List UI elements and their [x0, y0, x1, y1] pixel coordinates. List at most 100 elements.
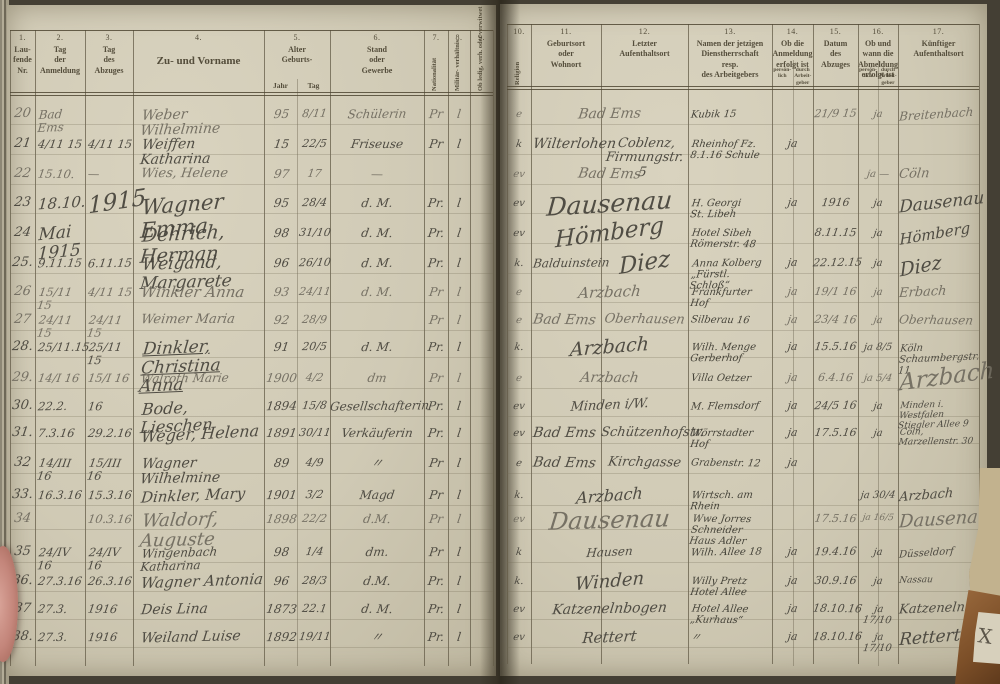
cell-anmart: ja — [786, 370, 799, 385]
cell-abz: 24/11 15 — [85, 312, 124, 340]
cell-datum: 19.4.16 — [813, 544, 858, 559]
cell-anm: 27.3. — [36, 601, 69, 616]
grid-line — [507, 89, 979, 90]
cell-jahr: 1894 — [265, 398, 298, 413]
cell-dienst: M. Flemsdorf — [690, 400, 760, 413]
cell-nr: 28. — [11, 338, 34, 355]
header-sub-label: durch Arbeit- geber — [879, 67, 897, 86]
grid-line — [507, 416, 979, 417]
header-number: 12. — [638, 27, 651, 36]
grid-line — [85, 30, 86, 666]
cell-rel: k. — [513, 575, 525, 587]
cell-fam: l — [456, 106, 462, 121]
cell-abz: 16 — [87, 398, 104, 414]
cell-name: Winkler Anna — [139, 283, 246, 301]
cell-fam: l — [456, 195, 462, 210]
header-label: Lau- fende Nr. — [13, 45, 32, 75]
cell-fam: l — [456, 629, 462, 644]
cell-abm: ja — — [866, 168, 890, 180]
cell-fam: l — [456, 487, 462, 502]
cell-datum: 18.10.16 — [812, 601, 864, 616]
cell-rel: ev — [512, 168, 526, 180]
cell-nr: 35 — [13, 543, 32, 560]
header-label: Künftiger Aufenthaltsort — [913, 39, 964, 59]
cell-anmart: ja — [786, 601, 799, 616]
cell-nr: 24 — [13, 224, 32, 241]
cell-tag: 28/9 — [301, 312, 328, 327]
cell-anm: Bad Ems — [36, 106, 65, 135]
grid-line — [10, 124, 493, 125]
header-vertical-label: Militär- verhältnis — [454, 39, 461, 91]
cell-datum: 6.4.16 — [817, 370, 855, 385]
grid-line — [878, 60, 879, 666]
cell-fam: l — [456, 511, 463, 526]
cell-nat: Pr — [428, 487, 444, 502]
cell-anmart: ja — [786, 285, 799, 298]
cell-nat: Pr. — [426, 573, 446, 588]
cell-abz: 4/11 15 — [87, 284, 134, 299]
cell-rel: ev — [512, 631, 526, 643]
cell-dienst: Wilh. Allee 18 — [690, 546, 763, 559]
cell-tag: 28/3 — [301, 574, 328, 587]
cell-tag: 20/5 — [301, 339, 328, 354]
cell-nr: 22 — [13, 165, 33, 182]
cell-fam: l — [456, 573, 462, 588]
header-number: 2. — [56, 33, 64, 42]
cell-dienst: Wilh. Menge Gerberhof — [689, 341, 757, 364]
cell-stand: d. M. — [360, 255, 394, 270]
header-number: 4. — [195, 33, 202, 42]
cell-anm: 24/11 15 — [35, 312, 74, 340]
header-col-7: 7. — [424, 33, 448, 42]
grid-line — [507, 330, 979, 331]
cell-dienst: Anna Kolberg „Fürstl. Schloß“ — [688, 257, 763, 292]
cell-abz: 24/IV 16 — [86, 544, 122, 572]
cell-nat: Pr — [428, 312, 445, 327]
page-stack-edge — [0, 0, 9, 684]
cell-datum: 18.10.16 — [812, 629, 863, 644]
cell-abz: 29.2.16 — [87, 425, 133, 440]
cell-geb: Arzbach — [579, 369, 640, 386]
register-page-right — [500, 4, 987, 676]
cell-stand: Friseuse — [350, 136, 405, 151]
grid-line — [792, 60, 794, 666]
header-label: Alter Geburts- — [281, 45, 313, 65]
grid-line — [507, 529, 979, 530]
grid-line — [10, 92, 493, 93]
grid-line — [10, 330, 493, 331]
header-col-10: 10. — [507, 27, 531, 36]
cell-rel: e — [515, 372, 523, 384]
cell-dienst: Wwe Jorres Schneider Haus Adler — [688, 513, 753, 547]
cell-geb: Bad Ems — [531, 424, 597, 441]
grid-line — [979, 24, 980, 664]
cell-jahr: 1900 — [265, 370, 298, 385]
grid-line — [297, 79, 298, 666]
cell-abm: ja — [872, 257, 884, 269]
cell-dienst: H. Georgi St. Libeh — [689, 197, 742, 220]
cell-nr: 31. — [11, 425, 34, 440]
header-col-6: 6. Stand oder Gewerbe — [330, 33, 424, 76]
cell-rel: k. — [513, 489, 525, 501]
cell-anmart: ja — [786, 629, 799, 644]
grid-line — [507, 213, 979, 214]
header-label: Datum des Abzuges — [821, 39, 850, 69]
cell-anm: 4/11 15 — [37, 136, 84, 151]
cell-stand: 〃 — [370, 629, 385, 644]
cell-anm: 15.10. — [36, 166, 76, 181]
cell-jahr: 1898 — [265, 511, 298, 526]
cell-anm: 14/I 16 — [37, 370, 81, 385]
cell-abm: ja 8/5 — [863, 341, 893, 353]
cell-stand: Verkäuferin — [340, 425, 414, 440]
cell-stand: d. M. — [360, 284, 394, 299]
cell-jahr: 15 — [272, 136, 291, 151]
cell-jahr: 1892 — [265, 629, 298, 644]
cell-abm: ja — [872, 546, 884, 558]
cell-tag: 15/8 — [301, 398, 328, 413]
grid-line — [10, 154, 493, 155]
cell-nat: Pr. — [426, 195, 446, 210]
cell-abm: ja 17/10 — [861, 603, 893, 626]
header-number: 6. — [373, 33, 381, 42]
grid-line — [10, 213, 493, 214]
header-label: Ob und wann die Abmeldung erfolgt ist — [858, 39, 899, 80]
grid-line — [10, 562, 493, 563]
